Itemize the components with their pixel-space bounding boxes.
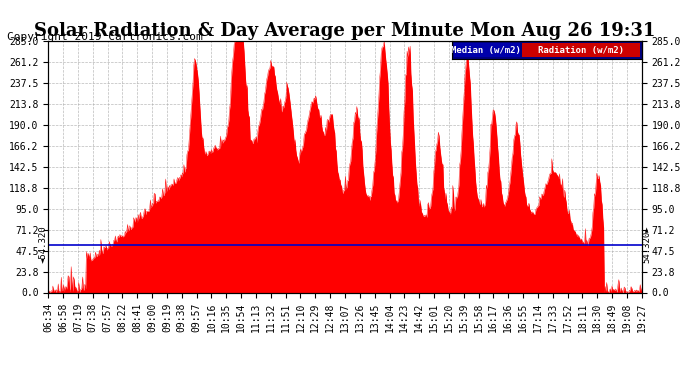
Title: Solar Radiation & Day Average per Minute Mon Aug 26 19:31: Solar Radiation & Day Average per Minute… [34,22,655,40]
Text: ◄54.320: ◄54.320 [39,226,48,263]
Text: Copyright 2019 Cartronics.com: Copyright 2019 Cartronics.com [7,32,203,42]
Text: 54.320►: 54.320► [642,226,651,263]
